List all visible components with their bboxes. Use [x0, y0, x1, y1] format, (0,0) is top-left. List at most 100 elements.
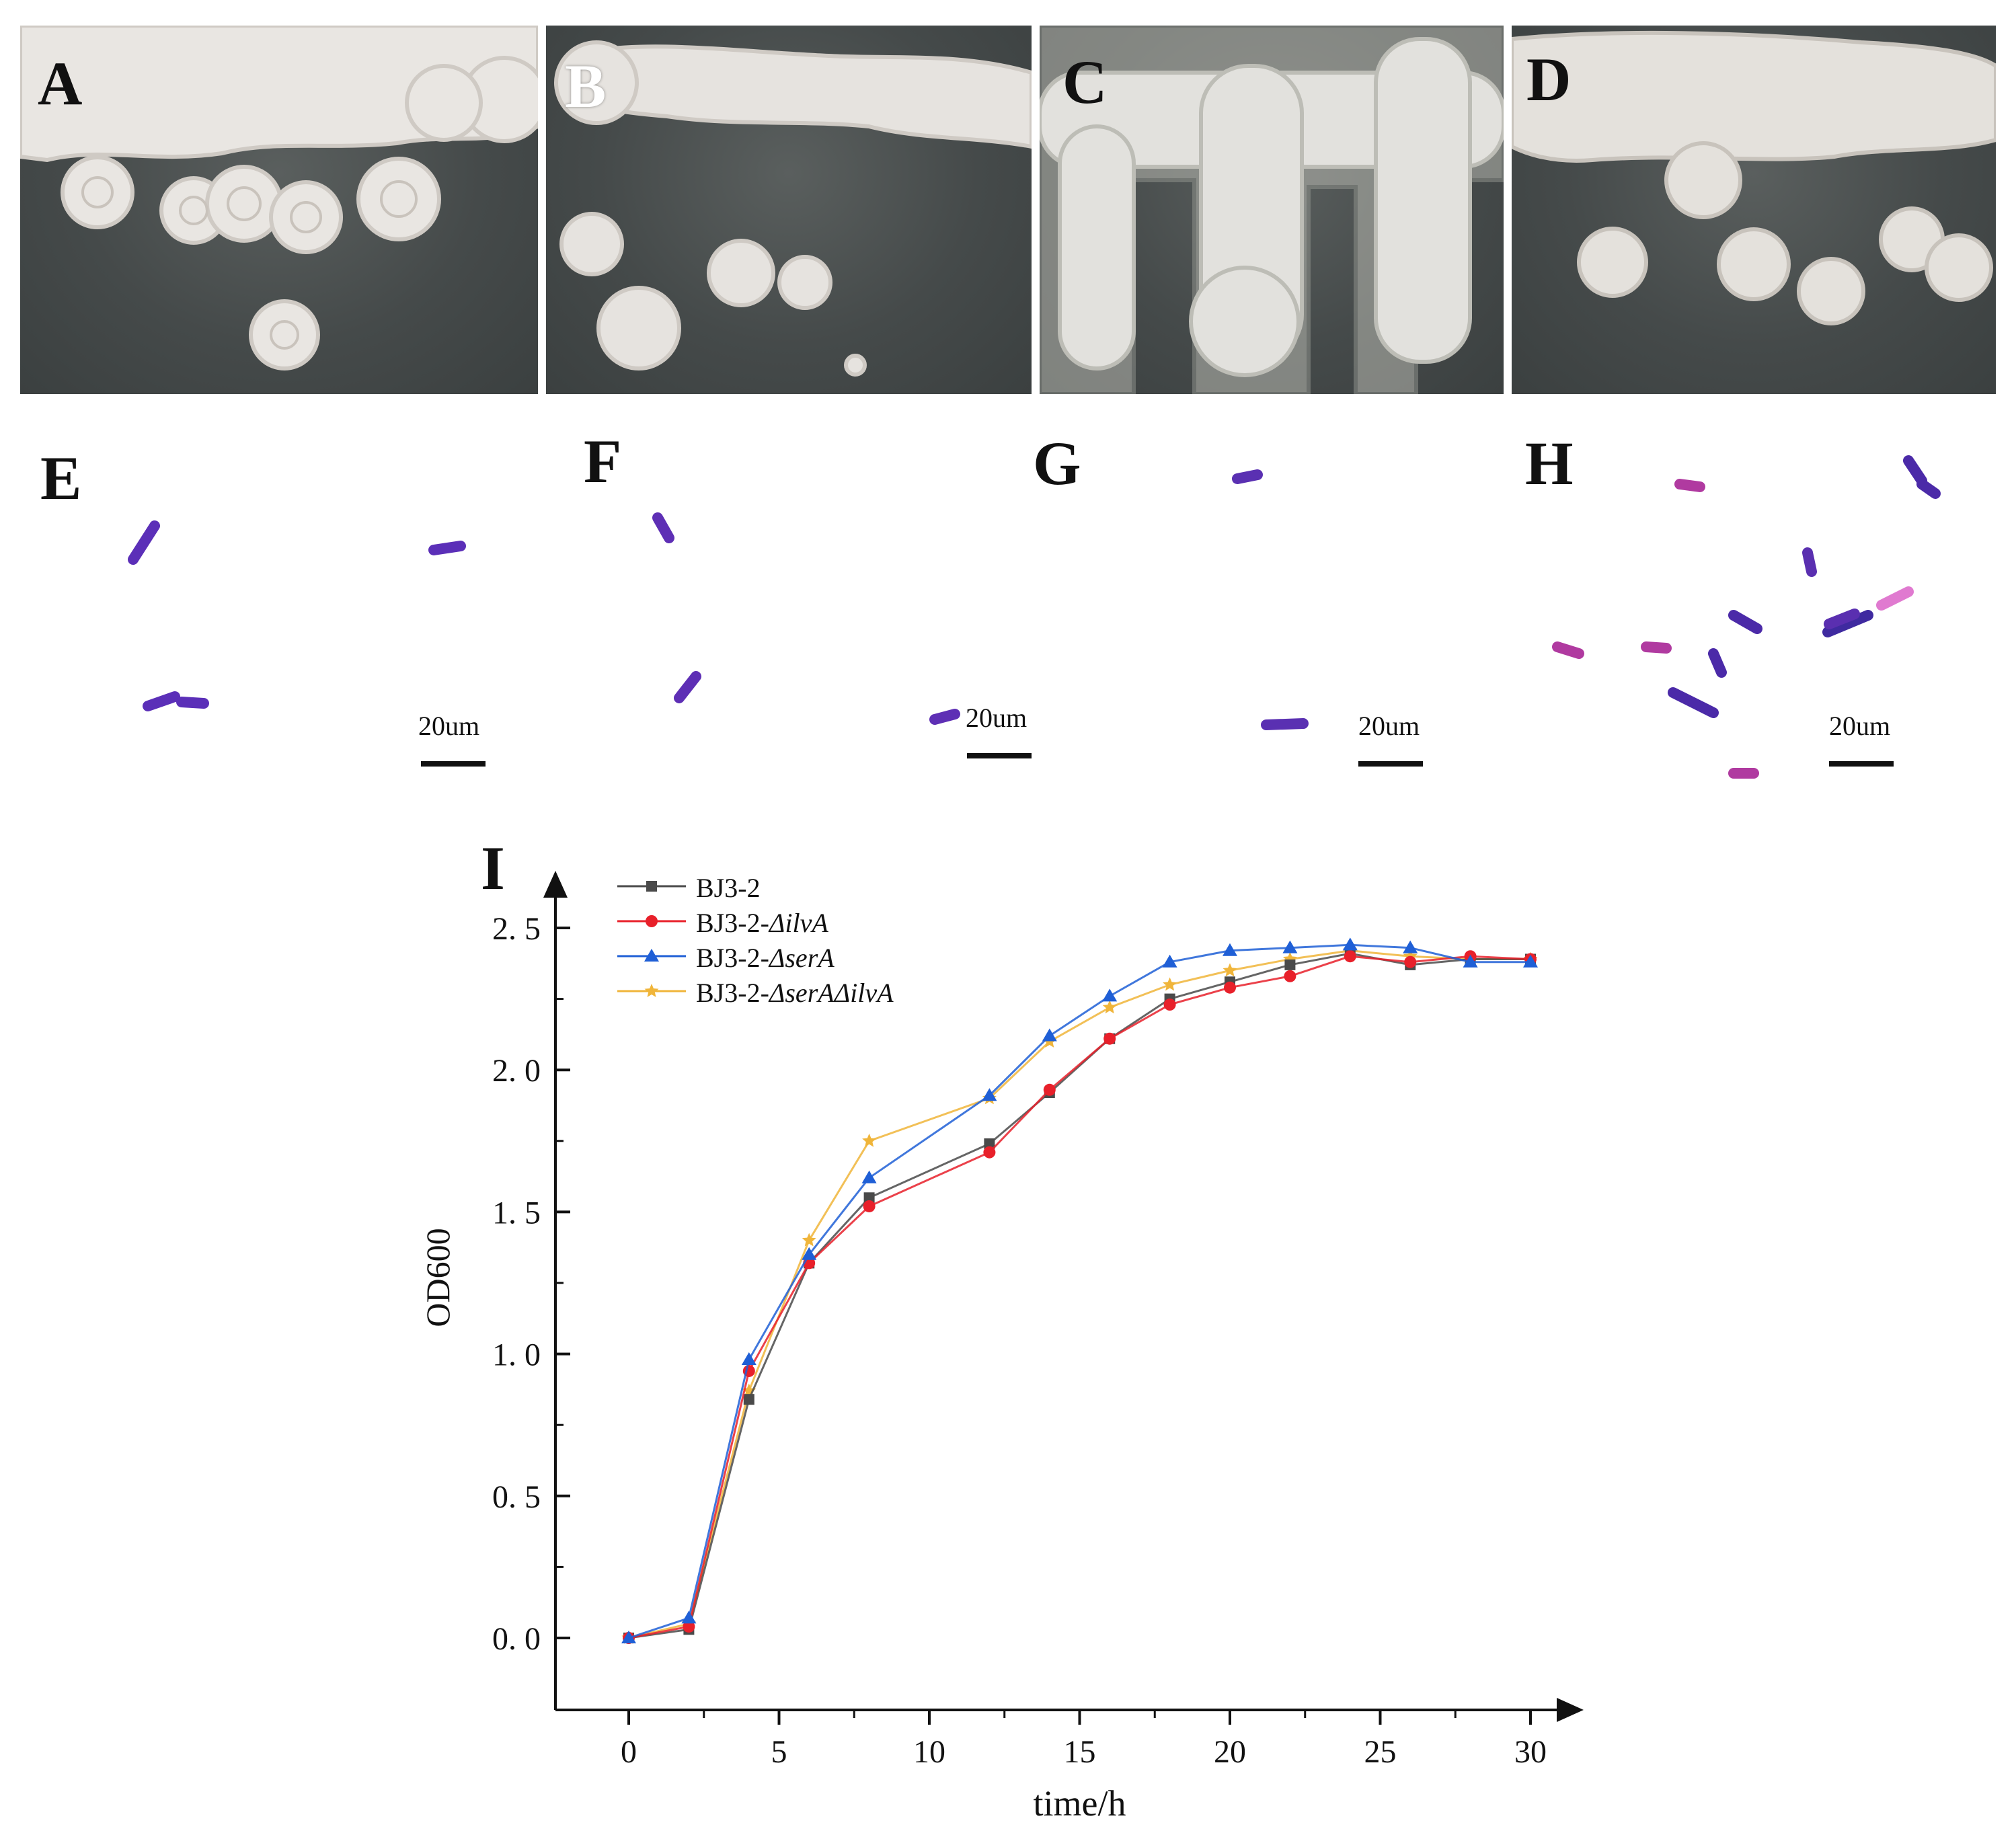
- colonies-b: [554, 40, 1032, 377]
- data-point: [1042, 1028, 1057, 1042]
- scale-bar-line-g: [1358, 761, 1423, 767]
- panel-label-c: C: [1062, 48, 1108, 116]
- data-point: [1102, 988, 1118, 1002]
- data-point: [1403, 940, 1418, 953]
- x-tick-label: 10: [913, 1734, 945, 1770]
- scale-bar-line-h: [1829, 761, 1894, 767]
- x-tick-label: 15: [1064, 1734, 1096, 1770]
- data-point: [1342, 937, 1358, 951]
- series-bj3-2-ilva: [623, 950, 1537, 1644]
- data-point: [861, 1170, 877, 1183]
- x-tick-label: 0: [621, 1734, 637, 1770]
- y-tick-label: 1. 5: [492, 1195, 541, 1230]
- panel-label-d: D: [1526, 45, 1572, 114]
- panel-label-i: I: [481, 834, 505, 902]
- legend-label: BJ3-2: [696, 873, 761, 903]
- scale-bar-line-e: [421, 761, 486, 767]
- y-tick-label: 0. 0: [492, 1621, 541, 1657]
- chart-series: [621, 937, 1538, 1644]
- colonies-c: [1040, 26, 1504, 394]
- data-point: [863, 1200, 876, 1212]
- colonies-d: [1512, 30, 1996, 325]
- data-point: [802, 1247, 817, 1260]
- data-point: [646, 881, 657, 892]
- plate-photo-a: [20, 26, 538, 394]
- scale-bar-label-e: 20um: [418, 711, 480, 741]
- series-line: [628, 955, 1531, 1639]
- chart-legend: BJ3-2 BJ3-2-ΔilvA BJ3-2-ΔserA BJ3-2-ΔserAΔi…: [617, 873, 894, 1008]
- data-point: [863, 1192, 875, 1204]
- legend-item: BJ3-2-ΔilvA: [617, 908, 828, 938]
- micrograph-g: [1039, 410, 1510, 787]
- scale-bar-label-h: 20um: [1829, 711, 1891, 741]
- panel-label-e: E: [40, 444, 82, 512]
- legend-label: BJ3-2-ΔilvA: [696, 908, 828, 938]
- micrograph-e: [13, 410, 525, 787]
- data-point: [1344, 950, 1356, 963]
- legend-item: BJ3-2-ΔserAΔilvA: [617, 978, 894, 1008]
- plate-photo-c: [1040, 26, 1504, 394]
- panel-label-f: F: [584, 427, 622, 496]
- plate-photo-d: [1512, 26, 1996, 394]
- x-tick-label: 20: [1214, 1734, 1246, 1770]
- data-point: [1163, 977, 1177, 991]
- colonies-a: [20, 26, 538, 370]
- data-point: [646, 915, 658, 927]
- series-bj3-2: [623, 948, 1536, 1643]
- data-point: [683, 1620, 695, 1633]
- series-line: [628, 943, 1530, 1639]
- legend-label: BJ3-2-ΔserA: [696, 943, 835, 973]
- data-point: [1284, 959, 1296, 970]
- data-point: [1523, 954, 1538, 968]
- y-axis-label: OD600: [419, 1228, 457, 1327]
- panel-label-b: B: [565, 52, 607, 120]
- micrograph-h: [1518, 410, 2003, 787]
- scale-bar-g: 20um: [1352, 713, 1426, 767]
- panel-label-a: A: [38, 49, 83, 118]
- data-point: [1223, 963, 1237, 977]
- micrograph-f: [538, 410, 1036, 787]
- y-tick-label: 0. 5: [492, 1479, 541, 1515]
- scale-bar-label-f: 20um: [966, 703, 1028, 733]
- x-tick-label: 25: [1364, 1734, 1397, 1770]
- data-point: [862, 1133, 877, 1147]
- series-bj3-2-sera: [621, 937, 1538, 1643]
- data-point: [1224, 981, 1236, 994]
- data-point: [644, 984, 659, 997]
- scale-bar-f: 20um: [962, 705, 1036, 758]
- data-point: [984, 1138, 995, 1150]
- data-point: [982, 1088, 997, 1101]
- cells-h: [1552, 455, 1941, 779]
- series-line: [628, 952, 1530, 1639]
- series-line: [628, 949, 1530, 1639]
- chart-axes: 0. 0 0. 5 1. 0 1. 5 2. 0 2. 5 0 5 10 15 20 25 30: [492, 871, 1584, 1770]
- data-point: [741, 1352, 757, 1366]
- plate-photo-b: [546, 26, 1032, 394]
- data-point: [1223, 943, 1237, 956]
- scale-bar-h: 20um: [1822, 713, 1896, 767]
- x-axis-label: time/h: [1034, 1783, 1126, 1824]
- data-point: [621, 1631, 636, 1643]
- x-axis-arrow: [1557, 1698, 1584, 1722]
- data-point: [1103, 1032, 1116, 1045]
- y-tick-label: 2. 0: [492, 1053, 541, 1089]
- cells-g: [1232, 469, 1309, 730]
- x-tick-label: 5: [771, 1734, 787, 1770]
- data-point: [1282, 940, 1298, 953]
- y-axis-arrow: [543, 871, 568, 898]
- legend-item: BJ3-2: [617, 873, 761, 903]
- data-point: [1404, 955, 1417, 968]
- data-point: [1163, 999, 1176, 1011]
- scale-bar-label-g: 20um: [1358, 711, 1420, 741]
- scale-bar-e: 20um: [417, 713, 491, 767]
- data-point: [743, 1394, 754, 1405]
- data-point: [1102, 1000, 1117, 1014]
- legend-item: BJ3-2-ΔserA: [617, 943, 835, 973]
- panel-label-h: H: [1525, 429, 1574, 498]
- data-point: [681, 1610, 697, 1624]
- data-point: [802, 1233, 816, 1247]
- y-tick-label: 1. 0: [492, 1337, 541, 1373]
- legend-label: BJ3-2-ΔserAΔilvA: [696, 978, 894, 1008]
- data-point: [1463, 954, 1478, 968]
